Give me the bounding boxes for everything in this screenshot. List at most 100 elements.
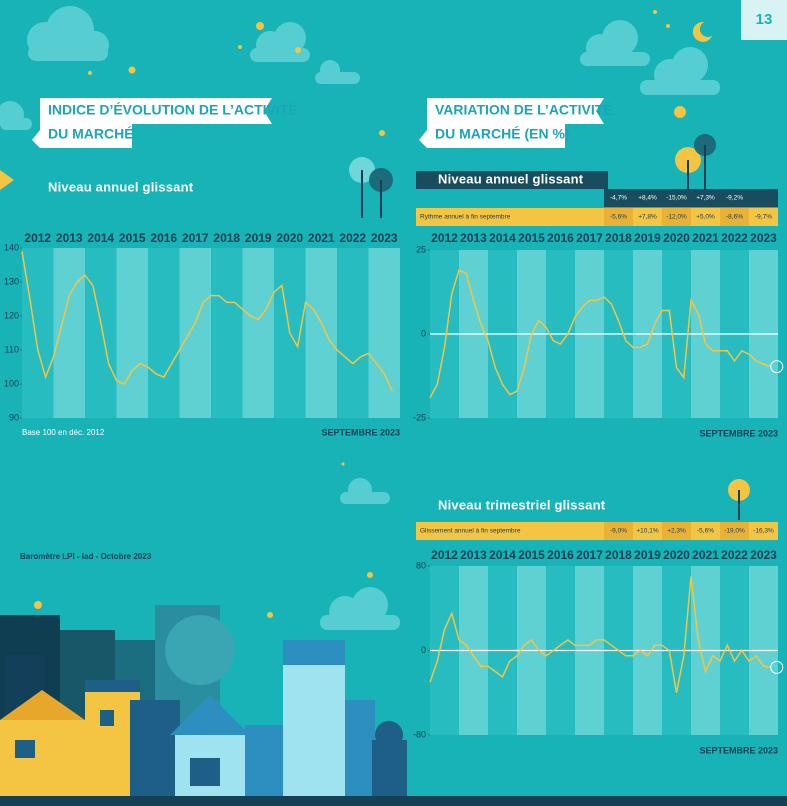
table-cell: +7,8% [638, 214, 657, 221]
y-tick-label: 25 [416, 244, 426, 254]
year-band [368, 248, 400, 418]
city [0, 605, 787, 806]
chart-subtitle: Niveau annuel glissant [438, 171, 584, 186]
line [429, 576, 771, 693]
table-cell: -15,0% [666, 195, 687, 202]
x-tick-label: 2021 [308, 231, 335, 245]
trees [349, 134, 750, 520]
table-cell: -12,0% [666, 214, 687, 221]
x-tick-label: 2015 [119, 231, 146, 245]
cell-bg [720, 208, 749, 226]
x-tick-label: 2022 [721, 548, 748, 562]
decor [0, 6, 720, 630]
x-tick-label: 2023 [371, 231, 398, 245]
y-tick-label: 110 [5, 344, 19, 354]
row-label: Rythme annuel à fin septembre [420, 214, 511, 221]
table-cell: -9,2% [726, 195, 743, 202]
x-tick-label: 2019 [634, 231, 661, 245]
subtitle-strip [416, 171, 608, 189]
x-tick-label: 2022 [339, 231, 366, 245]
line [429, 269, 772, 399]
x-tick-label: 2020 [663, 548, 690, 562]
y-tick-label: 140 [4, 242, 19, 252]
x-tick-label: 2016 [150, 231, 177, 245]
date-label: SEPTEMBRE 2023 [699, 745, 778, 755]
x-tick-label: 2021 [692, 231, 719, 245]
cell-bg [662, 208, 691, 226]
note: Base 100 en déc. 2012 [22, 428, 105, 437]
y-tick-label: 100 [4, 378, 19, 388]
year-band [305, 248, 337, 418]
year-band [53, 248, 85, 418]
y-tick-label: 0 [421, 645, 426, 655]
cell-bg [720, 522, 749, 540]
chart-subtitle: Niveau annuel glissant [48, 179, 194, 194]
x-tick-label: 2020 [276, 231, 303, 245]
table-cell: +10,1% [636, 528, 658, 535]
x-tick-label: 2012 [431, 231, 458, 245]
table-cell: +8,4% [638, 195, 657, 202]
cell-bg [662, 522, 691, 540]
section-title: DU MARCHÉ (EN %) [435, 126, 570, 142]
x-tick-label: 2014 [87, 231, 114, 245]
x-tick-label: 2014 [489, 548, 516, 562]
table-cell: -9,0% [610, 528, 627, 535]
year-band [242, 248, 274, 418]
x-tick-label: 2013 [460, 548, 487, 562]
x-tick-label: 2012 [431, 548, 458, 562]
table-cell: +5,0% [696, 214, 715, 221]
date-label: SEPTEMBRE 2023 [321, 427, 400, 437]
x-tick-label: 2017 [576, 231, 603, 245]
date-label: SEPTEMBRE 2023 [699, 428, 778, 438]
y-tick-label: -80 [413, 729, 426, 739]
x-tick-label: 2023 [750, 548, 777, 562]
x-tick-label: 2018 [213, 231, 240, 245]
x-tick-label: 2021 [692, 548, 719, 562]
x-tick-label: 2017 [182, 231, 209, 245]
table-cell: -4,7% [610, 195, 627, 202]
table-cell: -19,0% [724, 528, 745, 535]
table-cell: +2,3% [667, 528, 686, 535]
table-row [604, 189, 778, 207]
table-cell: -5,6% [697, 528, 714, 535]
stars [0, 10, 712, 618]
cell-bg [604, 522, 633, 540]
cell-bg [604, 208, 633, 226]
x-tick-label: 2016 [547, 231, 574, 245]
end-marker [770, 660, 784, 674]
x-tick-label: 2023 [750, 231, 777, 245]
line [21, 251, 393, 392]
year-band [116, 248, 148, 418]
table-cell: -5,6% [610, 214, 627, 221]
x-tick-label: 2015 [518, 231, 545, 245]
x-tick-label: 2017 [576, 548, 603, 562]
title-ribbon [419, 98, 604, 148]
chart-subtitle: Niveau trimestriel glissant [438, 497, 606, 512]
x-tick-label: 2012 [24, 231, 51, 245]
x-tick-label: 2018 [605, 548, 632, 562]
table-cell: -8,6% [726, 214, 743, 221]
y-tick-label: 130 [4, 276, 19, 286]
source: Baromètre LPI - iad - Octobre 2023 [20, 552, 152, 561]
x-tick-label: 2022 [721, 231, 748, 245]
table-cell: -9,7% [755, 214, 772, 221]
y-tick-label: 0 [421, 328, 426, 338]
end-marker [770, 360, 784, 374]
x-tick-label: 2013 [460, 231, 487, 245]
year-band [179, 248, 211, 418]
x-tick-label: 2019 [245, 231, 272, 245]
row-label: Glissement annuel à fin septembre [420, 528, 521, 535]
section-title: INDICE D’ÉVOLUTION DE L’ACTIVITÉ [48, 102, 298, 118]
x-tick-label: 2014 [489, 231, 516, 245]
x-tick-label: 2013 [56, 231, 83, 245]
x-tick-label: 2019 [634, 548, 661, 562]
x-tick-label: 2015 [518, 548, 545, 562]
table-cell: -16,3% [753, 528, 774, 535]
y-tick-label: 120 [4, 310, 19, 320]
table-cell: +7,3% [696, 195, 715, 202]
x-tick-label: 2018 [605, 231, 632, 245]
title-ribbon [32, 98, 272, 148]
section-title: DU MARCHÉ [48, 126, 134, 142]
page-number-box [741, 0, 787, 40]
